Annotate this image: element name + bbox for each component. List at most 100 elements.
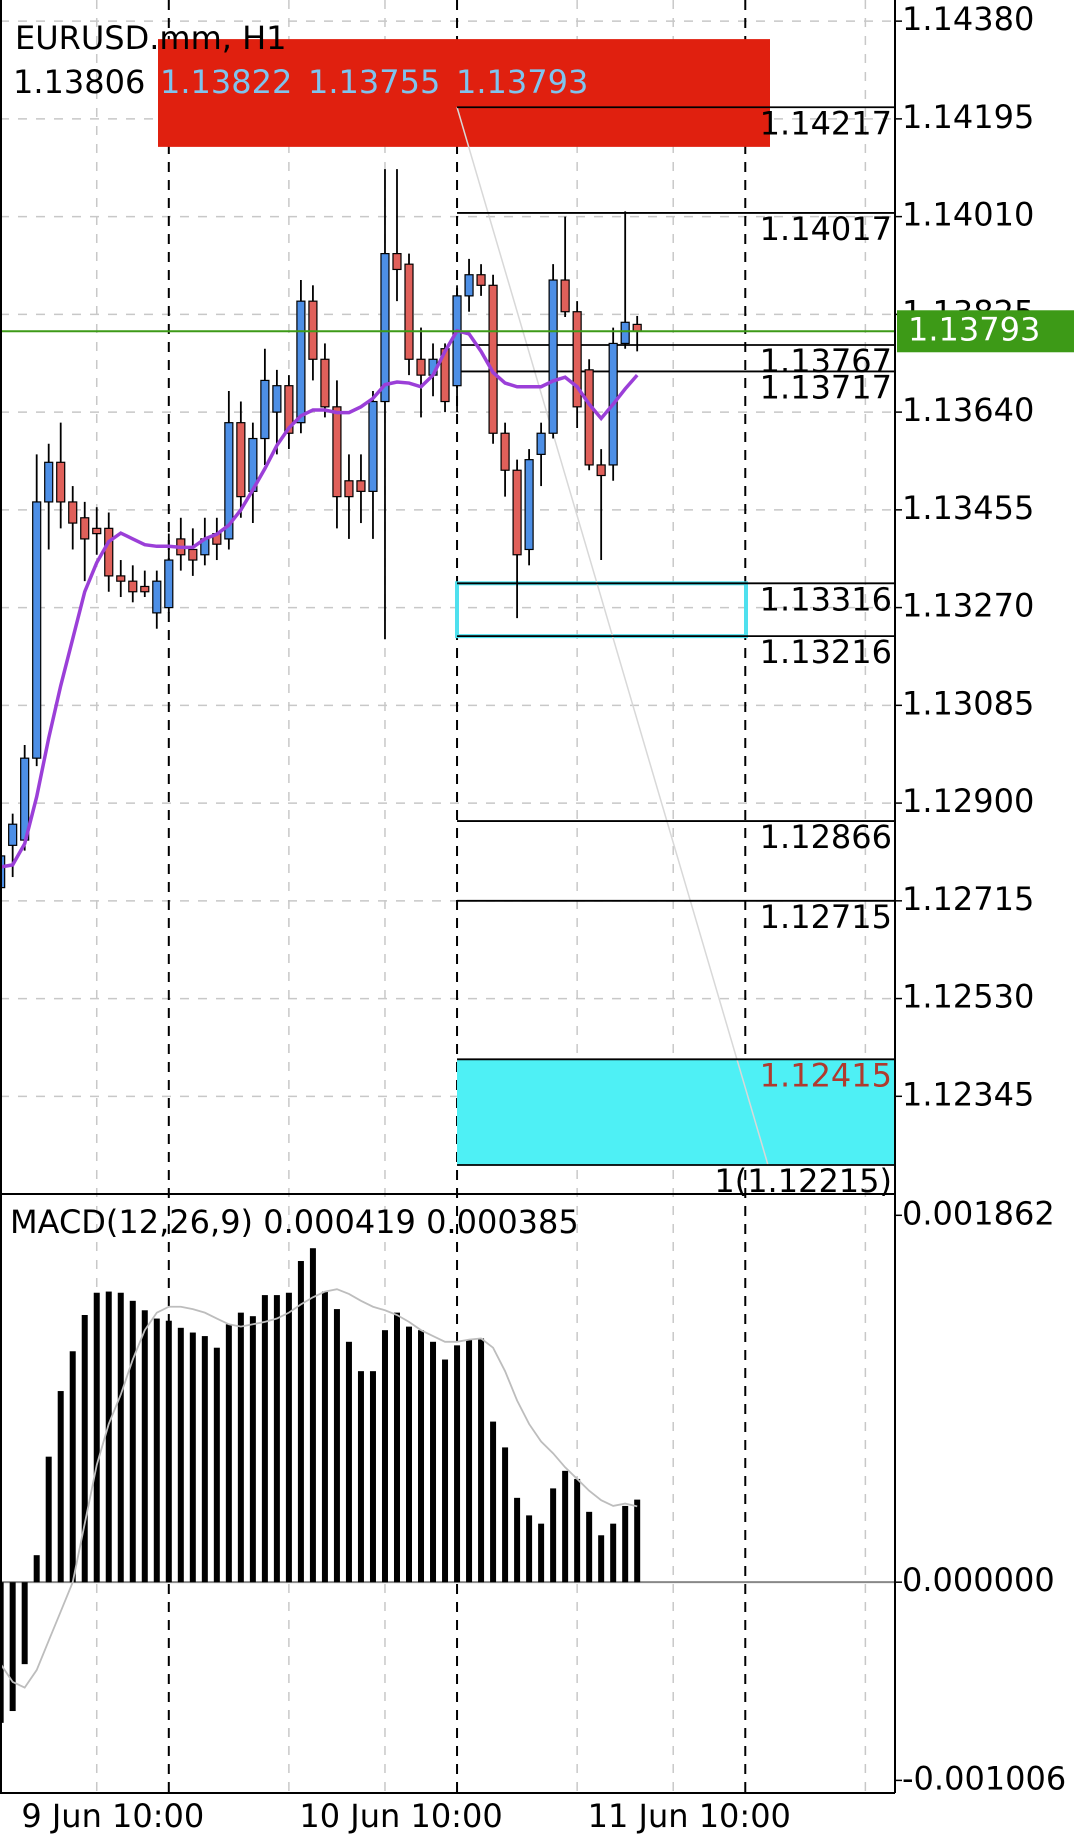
candle-body bbox=[320, 358, 330, 408]
candle-body bbox=[548, 279, 558, 434]
macd-bar bbox=[562, 1470, 569, 1583]
macd-bar bbox=[33, 1555, 40, 1583]
macd-bar bbox=[345, 1341, 352, 1583]
macd-bar bbox=[574, 1478, 581, 1583]
macd-bar bbox=[141, 1310, 148, 1583]
macd-bar bbox=[586, 1511, 593, 1583]
y-tick-label: 1.13640 bbox=[902, 391, 1034, 429]
level-label: 1.12715 bbox=[760, 898, 892, 936]
candle-body bbox=[236, 422, 246, 498]
y-tick-label: -0.001006 bbox=[902, 1759, 1066, 1797]
candle-body bbox=[500, 432, 510, 471]
macd-bar bbox=[285, 1292, 292, 1583]
macd-bar bbox=[381, 1330, 388, 1583]
level-label: 1.13216 bbox=[760, 633, 892, 671]
y-tick-label: 1.13085 bbox=[902, 684, 1034, 722]
macd-bar bbox=[454, 1345, 461, 1583]
y-tick-label: 0.000000 bbox=[902, 1561, 1055, 1599]
macd-bar bbox=[225, 1324, 232, 1583]
y-tick-label: 1.13455 bbox=[902, 489, 1034, 527]
macd-bar bbox=[129, 1300, 136, 1583]
macd-bar bbox=[514, 1497, 521, 1583]
x-tick-label: 11 Jun 10:00 bbox=[588, 1797, 791, 1834]
macd-title: MACD(12,26,9) 0.000419 0.000385 bbox=[10, 1203, 579, 1241]
y-tick-label: 1.14380 bbox=[902, 0, 1034, 38]
macd-bar bbox=[478, 1338, 485, 1583]
macd-bar bbox=[610, 1523, 617, 1583]
candle-body bbox=[596, 464, 606, 477]
macd-bar bbox=[213, 1347, 220, 1583]
candle-body bbox=[140, 585, 150, 593]
macd-bar bbox=[189, 1332, 196, 1583]
y-tick-label: 1.12715 bbox=[902, 880, 1034, 918]
y-tick-label: 1.12530 bbox=[902, 978, 1034, 1016]
candle-body bbox=[344, 480, 354, 498]
macd-bar bbox=[430, 1341, 437, 1583]
price-label-box bbox=[897, 310, 1074, 353]
zone bbox=[457, 1059, 895, 1165]
candle-body bbox=[8, 823, 18, 846]
candle-body bbox=[260, 379, 270, 440]
level-label: 1.13767 bbox=[760, 342, 892, 380]
macd-bar bbox=[21, 1582, 28, 1665]
candle-body bbox=[284, 385, 294, 434]
y-tick-label: 0.001862 bbox=[902, 1194, 1055, 1232]
macd-bar bbox=[45, 1456, 52, 1583]
macd-bar bbox=[93, 1292, 100, 1583]
macd-bar bbox=[57, 1391, 64, 1583]
candle-body bbox=[416, 358, 426, 376]
macd-bar bbox=[622, 1505, 629, 1583]
candle-body bbox=[272, 385, 282, 413]
candle-body bbox=[32, 501, 42, 759]
macd-bar bbox=[357, 1371, 364, 1583]
candle-body bbox=[80, 517, 90, 540]
level-label: 1.14217 bbox=[760, 104, 892, 142]
y-tick-label: 1.14195 bbox=[902, 98, 1034, 136]
macd-bar bbox=[333, 1309, 340, 1583]
candle-body bbox=[476, 274, 486, 286]
level-label: 1.12415 bbox=[760, 1056, 892, 1094]
macd-bar bbox=[9, 1582, 16, 1712]
candle-body bbox=[152, 580, 162, 614]
candle-body bbox=[392, 253, 402, 271]
macd-bar bbox=[418, 1330, 425, 1583]
candle-body bbox=[368, 400, 378, 492]
y-tick-label: 1.12900 bbox=[902, 782, 1034, 820]
price-label: 1.13793 bbox=[908, 310, 1040, 348]
macd-bar bbox=[598, 1535, 605, 1583]
x-tick-label: 9 Jun 10:00 bbox=[21, 1797, 204, 1834]
candle-body bbox=[536, 432, 546, 455]
candle-body bbox=[488, 284, 498, 434]
candle-body bbox=[464, 274, 474, 297]
candle-body bbox=[188, 548, 198, 561]
candle-body bbox=[560, 279, 570, 313]
candle-body bbox=[512, 469, 522, 556]
macd-bar bbox=[249, 1316, 256, 1583]
macd-bar bbox=[177, 1327, 184, 1583]
macd-bar bbox=[165, 1320, 172, 1583]
candle-body bbox=[632, 323, 642, 332]
level-label: 1.13717 bbox=[760, 368, 892, 406]
macd-bar bbox=[105, 1291, 112, 1583]
macd-bar bbox=[309, 1248, 316, 1583]
macd-bar bbox=[502, 1447, 509, 1583]
candle-body bbox=[584, 369, 594, 466]
macd-bar bbox=[490, 1421, 497, 1583]
macd-bar bbox=[466, 1339, 473, 1583]
macd-bar bbox=[201, 1336, 208, 1583]
signal-line bbox=[0, 1288, 638, 1689]
macd-bar bbox=[117, 1292, 124, 1583]
candle-body bbox=[104, 527, 114, 577]
macd-bar bbox=[153, 1318, 160, 1583]
macd-bar bbox=[261, 1295, 268, 1583]
ohlc-open: 1.13806 bbox=[13, 63, 145, 101]
macd-bar bbox=[81, 1315, 88, 1583]
candle-body bbox=[116, 575, 126, 582]
candle-body bbox=[68, 501, 78, 524]
candle-body bbox=[356, 480, 366, 492]
y-tick-label: 1.14010 bbox=[902, 196, 1034, 234]
macd-bar bbox=[406, 1326, 412, 1583]
level-label: 1.14017 bbox=[760, 210, 892, 248]
